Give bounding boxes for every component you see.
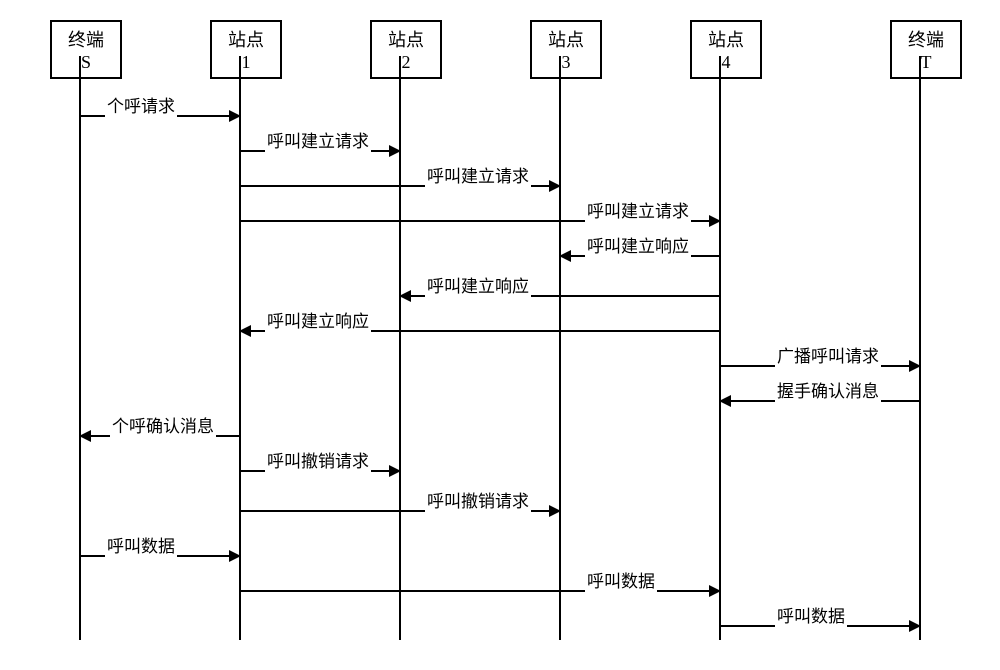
arrowhead <box>709 585 721 597</box>
message-label-10: 呼叫撤销请求 <box>265 447 371 472</box>
lifeline-S <box>79 56 81 640</box>
arrowhead <box>719 395 731 407</box>
arrowhead <box>909 620 921 632</box>
sequence-diagram: 终端S站点1站点2站点3站点4终端T个呼请求呼叫建立请求呼叫建立请求呼叫建立请求… <box>20 20 980 650</box>
message-label-4: 呼叫建立响应 <box>585 232 691 257</box>
arrowhead <box>559 250 571 262</box>
arrowhead <box>399 290 411 302</box>
message-label-12: 呼叫数据 <box>105 532 177 557</box>
arrowhead <box>709 215 721 227</box>
message-label-5: 呼叫建立响应 <box>425 272 531 297</box>
arrowhead <box>229 110 241 122</box>
message-label-1: 呼叫建立请求 <box>265 127 371 152</box>
message-label-9: 个呼确认消息 <box>110 412 216 437</box>
message-label-7: 广播呼叫请求 <box>775 342 881 367</box>
lifeline-N2 <box>399 56 401 640</box>
lifeline-T <box>919 56 921 640</box>
lifeline-N4 <box>719 56 721 640</box>
participant-N3: 站点3 <box>530 20 602 79</box>
participant-S: 终端S <box>50 20 122 79</box>
message-label-3: 呼叫建立请求 <box>585 197 691 222</box>
participant-N1: 站点1 <box>210 20 282 79</box>
arrowhead <box>389 145 401 157</box>
message-label-8: 握手确认消息 <box>775 377 881 402</box>
arrowhead <box>79 430 91 442</box>
lifeline-N3 <box>559 56 561 640</box>
arrowhead <box>229 550 241 562</box>
message-label-0: 个呼请求 <box>105 92 177 117</box>
participant-N4: 站点4 <box>690 20 762 79</box>
arrowhead <box>239 325 251 337</box>
arrowhead <box>549 180 561 192</box>
message-label-6: 呼叫建立响应 <box>265 307 371 332</box>
arrowhead <box>389 465 401 477</box>
participant-T: 终端T <box>890 20 962 79</box>
arrowhead <box>549 505 561 517</box>
arrowhead <box>909 360 921 372</box>
message-label-2: 呼叫建立请求 <box>425 162 531 187</box>
message-label-14: 呼叫数据 <box>775 602 847 627</box>
message-label-11: 呼叫撤销请求 <box>425 487 531 512</box>
message-label-13: 呼叫数据 <box>585 567 657 592</box>
participant-N2: 站点2 <box>370 20 442 79</box>
